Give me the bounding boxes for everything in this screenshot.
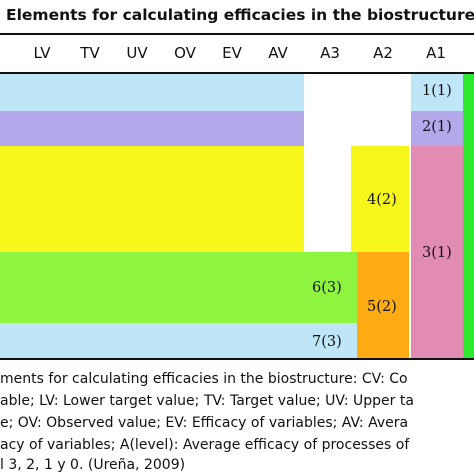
col-header-tv: TV [80, 44, 100, 62]
cell-label-4-2: 4(2) [367, 192, 397, 208]
band-rows-3-4 [0, 146, 304, 252]
table-title: Elements for calculating efficacies in t… [6, 6, 474, 24]
caption-line-2: able; LV: Lower target value; TV: Target… [0, 393, 414, 409]
caption-line-4: acy of variables; A(level): Average effi… [0, 437, 410, 453]
col-header-uv: UV [126, 44, 148, 62]
caption-line-5: l 3, 2, 1 y 0. (Ureña, 2009) [0, 457, 186, 473]
col-header-a2: A2 [373, 44, 393, 62]
col-header-av: AV [268, 44, 288, 62]
col-header-ev: EV [222, 44, 242, 62]
band-row-6 [0, 252, 357, 323]
caption-line-3: e; OV: Observed value; EV: Efficacy of v… [0, 415, 409, 431]
a1-block-2 [409, 111, 463, 146]
cell-label-1-1: 1(1) [422, 83, 452, 99]
a2-block-5 [357, 252, 409, 358]
cell-label-6-3: 6(3) [312, 280, 342, 296]
cell-label-7-3: 7(3) [312, 334, 342, 350]
band-row-7 [0, 323, 357, 358]
col-header-a3: A3 [320, 44, 340, 62]
col-header-a1: A1 [426, 44, 446, 62]
header-rule [0, 72, 474, 74]
a1-block-1 [409, 74, 463, 111]
cell-label-2-1: 2(1) [422, 119, 452, 135]
band-row-2 [0, 111, 304, 146]
col-header-lv: LV [33, 44, 51, 62]
band-a3-yellow [351, 146, 357, 252]
bottom-rule [0, 358, 474, 360]
a1-block-3 [409, 146, 463, 358]
band-row-1 [0, 74, 304, 111]
top-rule [0, 33, 474, 35]
cell-label-5-2: 5(2) [367, 299, 397, 315]
band-a3-gap [304, 74, 357, 146]
cell-label-3-1: 3(1) [422, 245, 452, 261]
col-header-ov: OV [174, 44, 196, 62]
caption-line-1: ments for calculating efficacies in the … [0, 371, 408, 387]
green-edge-strip [463, 74, 474, 358]
a2-block-4 [357, 146, 409, 252]
